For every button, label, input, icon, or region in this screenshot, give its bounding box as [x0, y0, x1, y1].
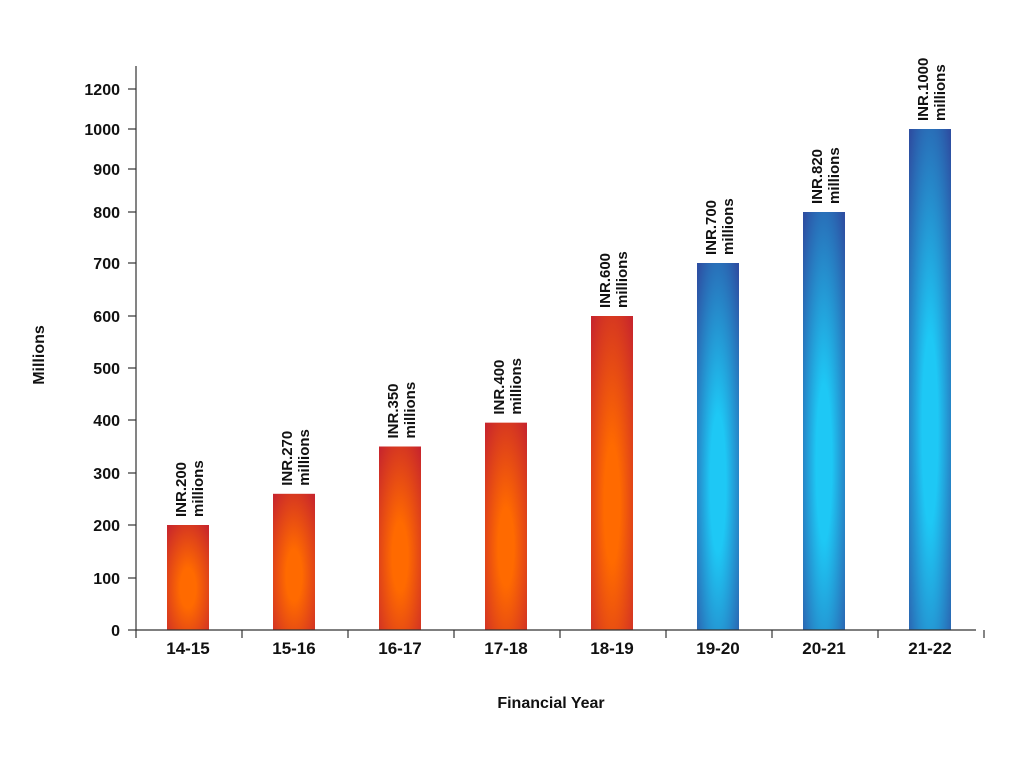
y-tick-label: 1200	[84, 82, 120, 99]
x-tick-label: 18-19	[590, 639, 633, 658]
y-axis-ticks: 0 100 200 300 400 500 600 700 800 900 1000 1200	[84, 82, 136, 640]
y-axis-title: Millions	[31, 325, 48, 385]
y-tick-label: 1000	[84, 122, 120, 139]
y-tick-label: 500	[93, 361, 120, 378]
data-label-18-19: INR.600millions	[597, 251, 631, 308]
x-tick-label: 17-18	[484, 639, 527, 658]
data-label-unit: millions	[296, 429, 313, 486]
data-label-unit: millions	[826, 147, 843, 204]
data-label-unit: millions	[508, 358, 525, 415]
data-label-value: INR.1000	[915, 58, 932, 121]
bar-19-20	[697, 263, 739, 630]
data-label-value: INR.820	[809, 149, 826, 204]
y-tick-label: 300	[93, 466, 120, 483]
data-label-21-22: INR.1000millions	[915, 58, 949, 121]
data-label-value: INR.270	[279, 431, 296, 486]
x-tick-label: 19-20	[696, 639, 739, 658]
y-tick-label: 700	[93, 256, 120, 273]
data-label-value: INR.200	[173, 462, 190, 517]
x-axis-title: Financial Year	[497, 695, 604, 712]
y-tick-label: 600	[93, 309, 120, 326]
data-label-unit: millions	[614, 251, 631, 308]
data-label-19-20: INR.700millions	[703, 198, 737, 255]
y-tick-label: 0	[111, 623, 120, 640]
data-label-unit: millions	[190, 460, 207, 517]
bars: INR.200millionsINR.270millionsINR.350mil…	[167, 58, 951, 630]
data-label-14-15: INR.200millions	[173, 460, 207, 517]
y-tick-label: 200	[93, 518, 120, 535]
bar-21-22	[909, 129, 951, 630]
data-label-unit: millions	[932, 64, 949, 121]
bar-18-19	[591, 316, 633, 630]
data-label-16-17: INR.350millions	[385, 382, 419, 439]
x-tick-label: 14-15	[166, 639, 209, 658]
data-label-17-18: INR.400millions	[491, 358, 525, 415]
data-label-value: INR.600	[597, 253, 614, 308]
x-tick-label: 20-21	[802, 639, 845, 658]
data-label-value: INR.700	[703, 200, 720, 255]
x-tick-label: 15-16	[272, 639, 315, 658]
x-axis-ticks: 14-15 15-16 16-17 17-18 18-19 19-20 20-21 21-22	[135, 630, 985, 658]
bar-17-18	[485, 422, 527, 630]
bar-16-17	[379, 446, 421, 630]
data-label-unit: millions	[720, 198, 737, 255]
y-tick-label: 100	[93, 571, 120, 588]
y-tick-label: 900	[93, 162, 120, 179]
data-label-unit: millions	[402, 382, 419, 439]
data-label-value: INR.350	[385, 383, 402, 438]
y-tick-label: 400	[93, 413, 120, 430]
bar-20-21	[803, 212, 845, 630]
data-label-20-21: INR.820millions	[809, 147, 843, 204]
x-tick-label: 21-22	[908, 639, 951, 658]
x-tick-label: 16-17	[378, 639, 421, 658]
bar-14-15	[167, 525, 209, 630]
bar-15-16	[273, 493, 315, 630]
y-tick-label: 800	[93, 205, 120, 222]
data-label-15-16: INR.270millions	[279, 429, 313, 486]
data-label-value: INR.400	[491, 360, 508, 415]
